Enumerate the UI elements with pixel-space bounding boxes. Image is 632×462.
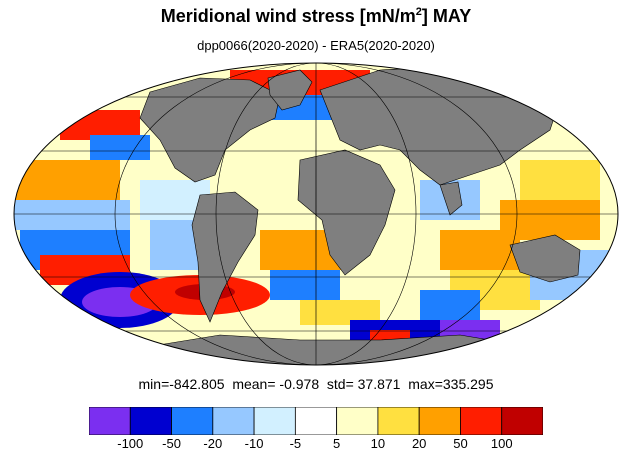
plot-subtitle: dpp0066(2020-2020) - ERA5(2020-2020) [197, 38, 435, 53]
colorbar-tick-label: 10 [370, 436, 386, 451]
plot-title: Meridional wind stress [mN/m2] MAY [160, 6, 472, 26]
colorbar-tick-label: 20 [411, 436, 427, 451]
colorbar-swatch [460, 407, 503, 435]
colorbar-swatch [253, 407, 296, 435]
colorbar-swatch [212, 407, 255, 435]
colorbar-swatch [336, 407, 379, 435]
colorbar-swatch [129, 407, 172, 435]
colorbar-tick-label: 50 [453, 436, 468, 451]
colorbar-swatch [501, 407, 543, 435]
land-mass [119, 65, 581, 365]
colorbar [89, 407, 543, 435]
colorbar-tick-label: -10 [244, 436, 264, 451]
statistics-line: min=-842.805 mean= -0.978 std= 37.871 ma… [138, 376, 494, 392]
colorbar-labels: -100 -50 -20 -10 -5 5 10 20 50 100 [0, 436, 632, 456]
colorbar-tick-label: -5 [289, 436, 302, 451]
graticule [14, 63, 618, 365]
colorbar-swatch [377, 407, 420, 435]
colorbar-tick-label: -100 [117, 436, 144, 451]
map-outline [13, 62, 619, 366]
mollweide-map [13, 62, 619, 366]
colorbar-tick-label: -50 [162, 436, 181, 451]
colorbar-swatch [89, 407, 131, 435]
colorbar-swatch [294, 407, 338, 435]
colorbar-tick-label: -20 [203, 436, 223, 451]
colorbar-tick-label: 5 [333, 436, 341, 451]
colorbar-swatch [418, 407, 461, 435]
colorbar-swatch [171, 407, 214, 435]
colorbar-tick-label: 100 [490, 436, 513, 451]
